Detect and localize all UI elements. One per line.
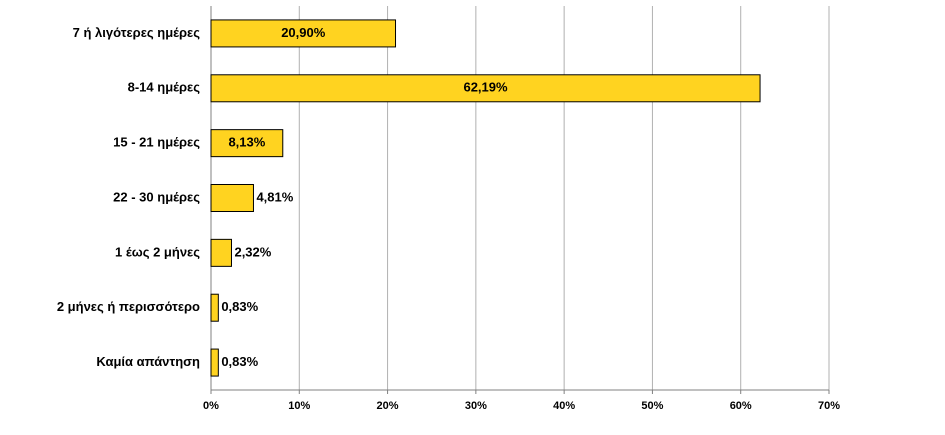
y-tick-label: 2 μήνες ή περισσότερο — [57, 299, 200, 314]
x-tick-label: 40% — [553, 400, 575, 412]
bar — [210, 74, 761, 103]
data-label: 4,81% — [256, 189, 293, 204]
data-label: 0,83% — [221, 354, 258, 369]
bar — [210, 184, 254, 212]
x-tick-label: 60% — [730, 400, 752, 412]
y-tick-label: 8-14 ημέρες — [128, 80, 201, 95]
data-label: 0,83% — [221, 299, 258, 314]
y-tick-label: 7 ή λιγότερες ημέρες — [73, 25, 201, 40]
x-tick-label: 20% — [377, 400, 399, 412]
x-tick-label: 0% — [203, 400, 219, 412]
x-tick-label: 50% — [641, 400, 663, 412]
y-tick-label: 15 - 21 ημέρες — [113, 135, 200, 150]
data-label: 2,32% — [234, 244, 271, 259]
bar — [210, 129, 284, 158]
y-tick-label: 1 έως 2 μήνες — [115, 244, 200, 259]
y-tick-label: 22 - 30 ημέρες — [113, 189, 200, 204]
x-tick-label: 30% — [465, 400, 487, 412]
data-label: 62,19% — [463, 80, 508, 95]
bar — [210, 19, 397, 48]
bar — [210, 293, 219, 322]
y-tick-label: Καμία απάντηση — [96, 354, 200, 369]
data-label: 20,90% — [281, 25, 326, 40]
bar — [210, 348, 219, 377]
x-tick-label: 10% — [288, 400, 310, 412]
x-tick-label: 70% — [818, 400, 840, 412]
bar — [210, 238, 232, 267]
data-label: 8,13% — [228, 135, 265, 150]
